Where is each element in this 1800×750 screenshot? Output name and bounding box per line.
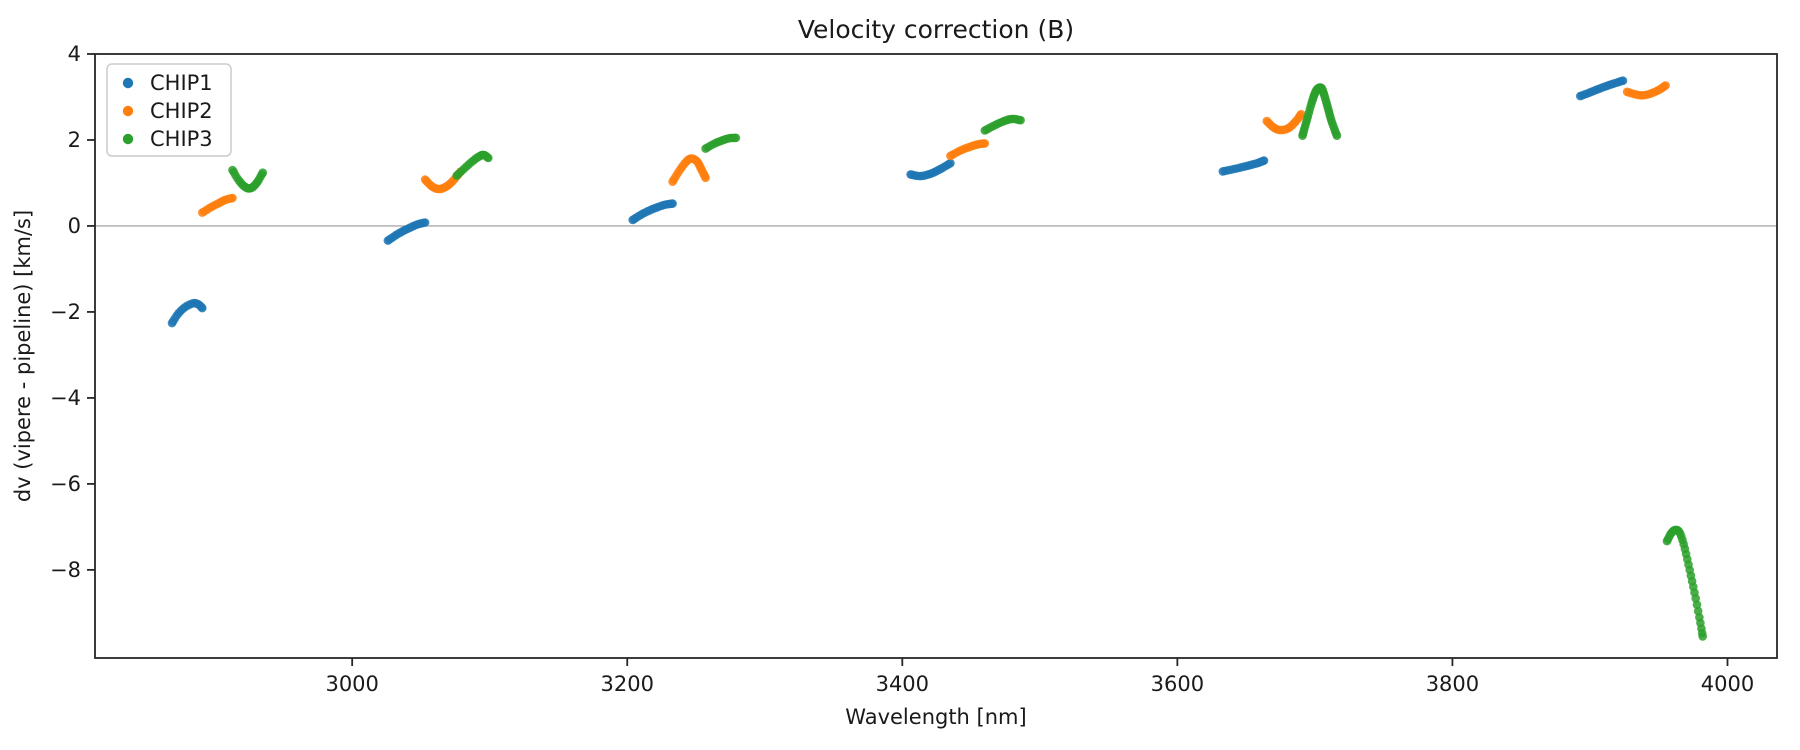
legend-marker-chip1 <box>122 77 134 89</box>
y-tick-label: 0 <box>68 214 81 238</box>
data-point <box>668 199 677 208</box>
series-chip3 <box>228 83 1707 641</box>
data-point <box>946 158 955 168</box>
y-tick-label: −2 <box>50 300 81 324</box>
series-chip1 <box>167 76 1628 328</box>
segment <box>1576 76 1628 101</box>
data-point <box>1692 600 1702 609</box>
series-chip2 <box>198 81 1670 217</box>
data-point <box>1661 81 1670 90</box>
data-point <box>228 193 237 203</box>
data-point <box>701 173 710 183</box>
segment <box>228 165 268 193</box>
segment <box>383 218 430 245</box>
segment <box>198 193 237 217</box>
data-point <box>198 303 207 313</box>
y-tick-label: −8 <box>50 558 81 582</box>
segment <box>452 150 493 180</box>
segment <box>980 114 1025 135</box>
data-point <box>1332 131 1342 140</box>
data-point <box>258 168 268 177</box>
y-tick-label: −4 <box>50 386 81 410</box>
segment <box>1218 156 1269 176</box>
data-point <box>484 153 493 163</box>
segment <box>946 139 990 161</box>
segment <box>1298 83 1342 140</box>
segment <box>167 298 207 328</box>
legend-marker-chip3 <box>122 133 134 145</box>
x-tick-label: 3400 <box>876 672 929 696</box>
data-point <box>1296 109 1306 119</box>
chart-title: Velocity correction (B) <box>798 15 1074 44</box>
x-tick-label: 3600 <box>1151 672 1204 696</box>
x-tick-label: 3000 <box>325 672 378 696</box>
data-point <box>980 139 990 148</box>
segment <box>1622 81 1670 100</box>
y-tick-label: 2 <box>68 128 81 152</box>
segment <box>1662 525 1707 641</box>
legend: CHIP1 CHIP2 CHIP3 <box>106 63 232 157</box>
legend-box <box>106 63 232 157</box>
segment <box>906 158 955 181</box>
y-tick-label: −6 <box>50 472 81 496</box>
x-tick-label: 4000 <box>1701 672 1754 696</box>
x-tick-label: 3800 <box>1426 672 1479 696</box>
segment <box>701 133 741 153</box>
data-point <box>1618 76 1628 85</box>
legend-label-chip1: CHIP1 <box>150 71 213 95</box>
plot-area: 3000 3200 3400 3600 3800 4000 4 2 0 −2 −4 −6 −8 CHIP1… <box>50 42 1778 696</box>
y-tick-label: 4 <box>68 42 81 66</box>
legend-marker-chip2 <box>122 105 134 117</box>
axes-frame <box>94 53 1778 659</box>
segment <box>1262 109 1306 135</box>
data-point <box>1698 632 1707 641</box>
data-point <box>1259 156 1269 165</box>
y-axis-label: dv (vipere - pipeline) [km/s] <box>11 210 35 502</box>
legend-label-chip3: CHIP3 <box>150 127 213 151</box>
legend-label-chip2: CHIP2 <box>150 99 213 123</box>
data-point <box>731 133 741 143</box>
data-point <box>420 218 430 227</box>
x-axis-label: Wavelength [nm] <box>845 705 1026 729</box>
x-tick-label: 3200 <box>601 672 654 696</box>
segment <box>668 154 710 186</box>
segment <box>628 199 677 225</box>
data-point <box>1016 115 1025 125</box>
